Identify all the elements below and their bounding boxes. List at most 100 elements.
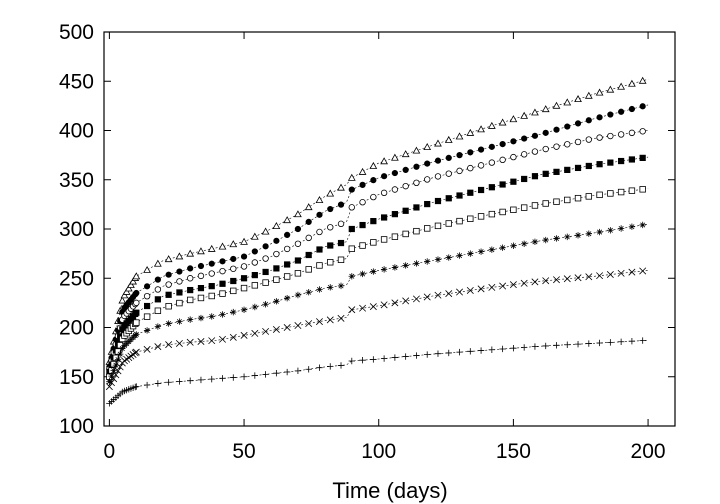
data-point-plus	[639, 337, 646, 344]
data-point-cross	[165, 341, 173, 349]
data-point-cross	[108, 379, 116, 387]
data-point-open-square	[165, 303, 172, 310]
data-point-open-triangle	[175, 252, 184, 260]
data-point-open-circle	[413, 179, 420, 187]
data-point-open-square	[240, 284, 248, 292]
x-axis-label: Time (days)	[332, 478, 447, 503]
data-point-open-circle	[596, 134, 603, 141]
data-point-filled-circle	[596, 114, 603, 121]
data-point-open-square	[116, 342, 124, 349]
data-point-filled-circle	[337, 201, 345, 208]
data-point-open-circle	[520, 151, 528, 158]
series-8	[106, 337, 649, 407]
data-point-filled-circle	[531, 132, 539, 139]
data-point-open-square	[337, 256, 345, 263]
data-point-plus	[294, 367, 302, 375]
data-point-cross	[434, 291, 442, 299]
data-point-filled-square	[176, 289, 183, 296]
data-point-cross	[251, 329, 259, 337]
data-point-filled-square	[467, 189, 474, 196]
data-point-open-triangle	[380, 157, 388, 165]
data-point-filled-square	[585, 162, 592, 170]
data-point-open-circle	[133, 299, 140, 307]
data-point-filled-circle	[628, 105, 636, 113]
data-point-asterisk	[262, 301, 269, 308]
data-point-plus	[197, 376, 205, 384]
data-point-cross	[423, 293, 431, 301]
data-point-open-square	[639, 186, 646, 193]
y-tick-label: 200	[59, 317, 94, 340]
data-point-cross	[499, 282, 507, 290]
data-point-open-square	[197, 294, 205, 302]
data-point-filled-square	[413, 204, 420, 211]
data-point-cross	[175, 339, 183, 347]
data-point-open-triangle	[520, 111, 529, 119]
data-point-filled-square	[133, 309, 140, 316]
data-point-filled-circle	[208, 260, 215, 267]
data-point-plus	[316, 364, 323, 371]
y-tick-label: 400	[59, 120, 94, 143]
data-point-open-square	[186, 296, 194, 304]
data-point-open-triangle	[272, 222, 281, 230]
data-point-filled-circle	[305, 218, 312, 226]
data-point-asterisk	[424, 258, 431, 265]
data-point-plus	[208, 375, 215, 383]
data-point-filled-circle	[370, 177, 377, 184]
data-point-open-circle	[639, 128, 646, 135]
data-point-open-triangle	[541, 105, 550, 113]
data-point-asterisk	[305, 289, 312, 296]
data-point-plus	[564, 341, 571, 348]
data-point-open-square	[499, 208, 506, 216]
data-point-open-triangle	[164, 255, 173, 263]
data-point-open-square	[143, 313, 151, 320]
data-point-open-square	[617, 188, 625, 196]
data-point-filled-square	[628, 156, 636, 163]
data-point-open-triangle	[132, 272, 141, 280]
data-point-cross	[380, 301, 388, 309]
data-point-open-square	[553, 198, 560, 205]
series-5	[106, 186, 649, 380]
data-point-filled-square	[521, 175, 528, 183]
data-point-filled-circle	[434, 157, 442, 164]
data-point-plus	[186, 377, 194, 384]
data-point-filled-circle	[445, 154, 452, 161]
data-point-filled-square	[456, 192, 463, 199]
data-point-open-square	[456, 217, 463, 225]
data-point-asterisk	[251, 303, 259, 311]
data-point-filled-square	[305, 251, 312, 259]
data-point-open-triangle	[606, 85, 615, 93]
series-7	[105, 267, 649, 391]
data-point-open-circle	[230, 265, 237, 272]
data-point-asterisk	[531, 238, 539, 246]
data-point-open-square	[327, 259, 334, 266]
data-point-filled-square	[574, 164, 582, 172]
data-point-open-circle	[165, 281, 172, 288]
data-point-open-circle	[337, 220, 345, 228]
y-tick-label: 450	[59, 70, 94, 93]
data-point-open-square	[273, 276, 280, 283]
data-point-filled-circle	[499, 140, 506, 148]
data-point-open-triangle	[638, 76, 647, 84]
data-point-filled-circle	[165, 271, 172, 278]
data-point-cross	[110, 375, 118, 383]
data-point-filled-square	[531, 173, 539, 180]
data-point-open-square	[219, 290, 226, 297]
data-point-asterisk	[337, 282, 345, 290]
data-point-open-triangle	[498, 118, 507, 126]
data-point-asterisk	[119, 345, 126, 352]
data-point-filled-circle	[607, 111, 614, 118]
data-point-cross	[574, 274, 582, 282]
data-point-filled-square	[424, 200, 431, 208]
data-point-open-square	[467, 215, 474, 222]
data-point-open-circle	[391, 186, 399, 193]
data-point-cross	[542, 277, 550, 285]
data-point-asterisk	[488, 246, 496, 253]
data-point-filled-circle	[143, 283, 151, 290]
data-point-asterisk	[391, 264, 399, 271]
data-point-open-circle	[327, 224, 334, 231]
data-point-asterisk	[230, 308, 237, 316]
data-point-asterisk	[110, 367, 117, 374]
data-point-open-circle	[434, 173, 442, 180]
data-point-filled-square	[197, 284, 205, 292]
data-point-open-triangle	[124, 284, 133, 292]
